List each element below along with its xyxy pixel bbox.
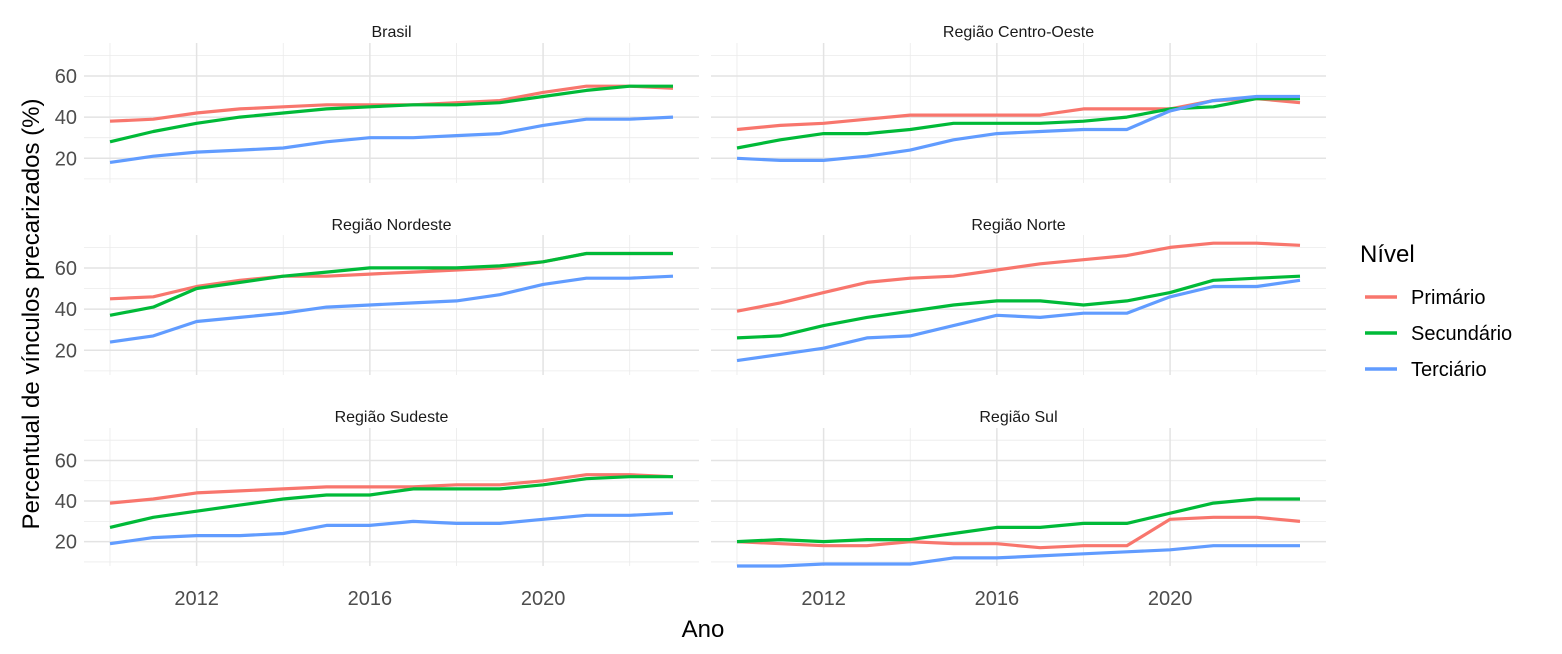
series-line bbox=[109, 251, 673, 317]
series-line bbox=[109, 251, 673, 301]
facet-panels: Brasil 20 40 60 Região Centro-Oeste Região No… bbox=[55, 24, 1326, 610]
x-tick-label: 2020 bbox=[521, 588, 566, 610]
series-line bbox=[109, 475, 673, 529]
facet-panel-4: Região Sudeste 20 40 60 2012 2016 2020 bbox=[55, 409, 699, 610]
y-tick-label: 40 bbox=[55, 299, 77, 321]
y-tick-label: 20 bbox=[55, 532, 77, 554]
series-line bbox=[736, 241, 1301, 313]
x-tick-label: 2016 bbox=[975, 588, 1020, 610]
series-line bbox=[736, 515, 1301, 550]
series-line bbox=[109, 511, 674, 546]
x-axis-title: Ano bbox=[682, 616, 725, 643]
facet-panel-2: Região Nordeste 20 40 60 bbox=[55, 217, 699, 375]
y-tick-label: 20 bbox=[55, 340, 77, 362]
series-line bbox=[736, 274, 1301, 340]
legend-entry: Primário bbox=[1365, 287, 1485, 309]
y-tick-label: 60 bbox=[55, 450, 77, 472]
legend-label: Terciário bbox=[1411, 359, 1487, 381]
series-line bbox=[109, 274, 674, 344]
series-line bbox=[737, 544, 1300, 568]
facet-panel-5: Região Sul 2012 2016 2020 bbox=[711, 409, 1326, 610]
y-tick-label: 40 bbox=[55, 107, 77, 129]
y-tick-label: 60 bbox=[55, 258, 77, 280]
legend: Nível Primário Secundário Terciário bbox=[1360, 241, 1512, 381]
y-axis-title: Percentual de vínculos precarizados (%) bbox=[18, 99, 45, 530]
facet-panel-1: Região Centro-Oeste bbox=[711, 24, 1326, 183]
y-tick-label: 40 bbox=[55, 491, 77, 513]
series-line bbox=[736, 94, 1300, 162]
facet-title: Brasil bbox=[371, 24, 411, 41]
series-line bbox=[109, 115, 674, 164]
legend-entry: Secundário bbox=[1365, 323, 1512, 345]
series-line bbox=[736, 96, 1300, 150]
facet-panel-0: Brasil 20 40 60 bbox=[55, 24, 699, 183]
y-tick-label: 60 bbox=[55, 66, 77, 88]
facet-panel-3: Região Norte bbox=[711, 217, 1326, 375]
facet-title: Região Centro-Oeste bbox=[943, 24, 1094, 41]
x-tick-label: 2012 bbox=[801, 588, 846, 610]
series-line bbox=[109, 473, 674, 505]
legend-entry: Terciário bbox=[1365, 359, 1487, 381]
legend-entries: Primário Secundário Terciário bbox=[1365, 287, 1512, 381]
x-tick-label: 2012 bbox=[174, 588, 219, 610]
legend-label: Secundário bbox=[1411, 323, 1512, 345]
x-tick-label: 2020 bbox=[1148, 588, 1193, 610]
series-line bbox=[109, 84, 673, 144]
x-tick-label: 2016 bbox=[348, 588, 393, 610]
legend-title: Nível bbox=[1360, 241, 1415, 268]
series-line bbox=[736, 278, 1301, 363]
legend-label: Primário bbox=[1411, 287, 1485, 309]
facet-title: Região Nordeste bbox=[331, 217, 451, 234]
facet-title: Região Sudeste bbox=[335, 409, 449, 426]
facet-title: Região Norte bbox=[971, 217, 1065, 234]
facet-title: Região Sul bbox=[979, 409, 1057, 426]
series-line bbox=[736, 497, 1300, 544]
y-tick-label: 20 bbox=[55, 148, 77, 170]
